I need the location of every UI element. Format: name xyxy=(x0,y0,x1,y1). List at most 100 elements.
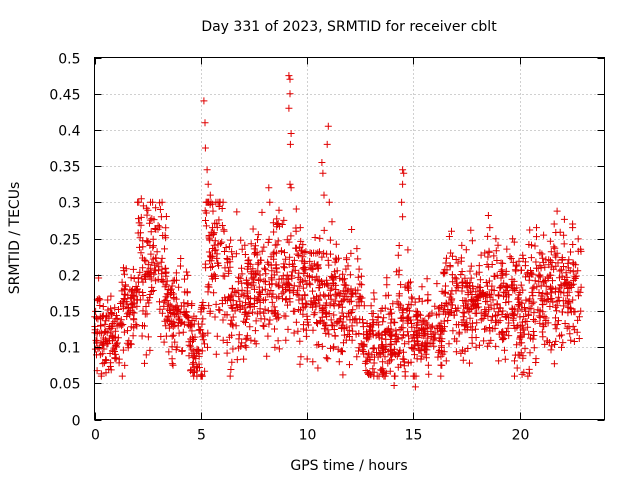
data-point xyxy=(284,325,292,333)
data-point xyxy=(285,281,293,289)
data-point xyxy=(445,233,453,240)
data-point xyxy=(320,191,328,199)
data-point xyxy=(460,309,468,317)
data-point xyxy=(481,249,489,257)
data-point xyxy=(286,180,294,188)
data-point xyxy=(236,305,244,313)
data-point xyxy=(375,321,383,329)
data-point xyxy=(476,276,484,284)
data-point xyxy=(474,292,482,300)
data-point xyxy=(423,343,431,351)
data-point xyxy=(195,346,202,354)
data-point xyxy=(507,255,515,262)
data-point xyxy=(221,248,228,255)
data-point xyxy=(381,304,389,312)
data-point xyxy=(146,273,154,281)
data-point xyxy=(411,298,419,306)
data-point xyxy=(122,265,130,273)
data-point xyxy=(203,166,211,174)
data-point xyxy=(306,257,314,265)
data-point xyxy=(187,335,195,343)
data-point xyxy=(259,286,266,294)
data-point xyxy=(210,241,218,249)
data-point xyxy=(252,270,259,278)
data-point xyxy=(357,272,365,280)
data-point xyxy=(221,264,229,272)
data-point xyxy=(127,295,135,303)
data-point xyxy=(214,259,222,267)
data-point xyxy=(98,350,106,358)
data-point xyxy=(533,224,540,232)
y-tick-label: 0.15 xyxy=(49,305,80,321)
data-point xyxy=(168,355,176,363)
data-point xyxy=(370,295,378,303)
data-point xyxy=(570,276,578,284)
data-point xyxy=(440,270,448,278)
data-point xyxy=(126,286,134,294)
data-point xyxy=(211,237,219,245)
data-point xyxy=(193,345,201,353)
data-point xyxy=(404,319,412,327)
data-point xyxy=(574,247,582,255)
data-point xyxy=(457,349,465,357)
data-point xyxy=(202,217,209,224)
data-point xyxy=(190,312,198,320)
data-point xyxy=(547,248,555,256)
data-point xyxy=(297,353,305,361)
data-point xyxy=(523,318,531,325)
data-point xyxy=(563,292,571,300)
data-point xyxy=(180,299,188,307)
data-point xyxy=(569,322,577,330)
data-point xyxy=(540,313,548,320)
data-point xyxy=(254,236,261,244)
data-point xyxy=(347,285,355,293)
data-point xyxy=(146,242,154,249)
data-point xyxy=(279,272,287,280)
data-point xyxy=(490,305,498,313)
data-point xyxy=(404,328,412,336)
data-point xyxy=(236,297,244,305)
data-point xyxy=(495,291,503,299)
data-point xyxy=(356,292,364,300)
data-point xyxy=(309,265,317,273)
data-point xyxy=(551,251,559,259)
data-point xyxy=(234,287,242,295)
data-point xyxy=(340,331,348,339)
data-point xyxy=(421,324,429,332)
data-point xyxy=(245,310,253,317)
data-point xyxy=(228,253,236,261)
y-tick-label: 0 xyxy=(72,414,81,430)
data-point xyxy=(531,242,539,250)
data-point xyxy=(413,311,421,319)
data-point xyxy=(332,254,340,262)
data-point xyxy=(475,303,483,311)
data-point xyxy=(520,368,528,376)
data-point xyxy=(323,140,331,148)
data-point xyxy=(459,356,467,364)
data-point xyxy=(295,243,303,251)
data-point xyxy=(387,356,395,364)
data-point xyxy=(199,299,207,306)
data-point xyxy=(233,356,241,364)
data-point xyxy=(414,319,422,327)
data-point xyxy=(564,279,572,286)
data-point xyxy=(353,319,361,327)
data-point xyxy=(520,330,528,338)
data-point xyxy=(169,331,177,339)
data-point xyxy=(343,287,351,295)
data-point xyxy=(529,335,537,343)
data-point xyxy=(282,255,290,263)
data-point xyxy=(326,301,334,309)
data-point xyxy=(327,295,335,303)
y-tick-label: 0.35 xyxy=(49,160,80,176)
data-point xyxy=(550,360,558,368)
data-point xyxy=(135,288,143,296)
data-point xyxy=(127,340,135,348)
data-point xyxy=(485,248,493,256)
data-point xyxy=(543,290,551,298)
y-tick-label: 0.3 xyxy=(58,196,80,212)
data-point xyxy=(346,298,354,306)
data-point xyxy=(569,220,577,228)
data-point xyxy=(533,233,540,241)
data-point xyxy=(113,312,120,319)
